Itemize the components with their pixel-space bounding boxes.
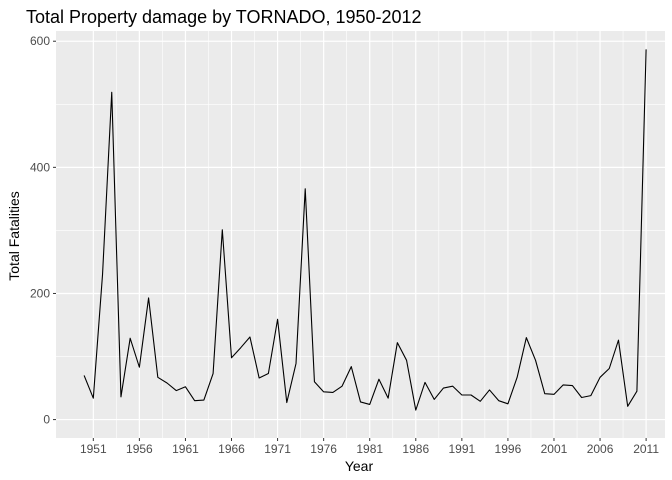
x-tick-label: 2011 [633,442,659,456]
x-tick-label: 1956 [126,442,153,456]
x-tick-label: 1996 [495,442,522,456]
data-line [83,49,647,411]
x-tick-label: 1966 [218,442,245,456]
grid-minor [56,31,665,438]
x-axis-title: Year [345,458,374,474]
x-tick-label: 1951 [80,442,107,456]
y-axis: 0 200 400 600 [30,34,56,427]
x-tick-label: 1976 [310,442,337,456]
grid-major [56,31,665,438]
x-tick-label: 1991 [448,442,475,456]
y-tick-label: 0 [43,413,50,427]
x-tick-label: 1961 [172,442,199,456]
chart-title: Total Property damage by TORNADO, 1950-2… [26,7,422,27]
y-tick-label: 600 [30,34,50,48]
plot-panel [56,31,665,438]
x-tick-label: 1981 [356,442,383,456]
y-axis-title: Total Fatalities [6,191,22,280]
x-tick-label: 1986 [402,442,429,456]
y-tick-label: 400 [30,160,50,174]
x-tick-label: 2001 [541,442,568,456]
y-tick-label: 200 [30,286,50,300]
x-tick-label: 1971 [264,442,291,456]
x-axis: 1951 1956 1961 1966 1971 1976 1981 1986 1991 1996… [80,438,659,456]
x-tick-label: 2006 [587,442,614,456]
